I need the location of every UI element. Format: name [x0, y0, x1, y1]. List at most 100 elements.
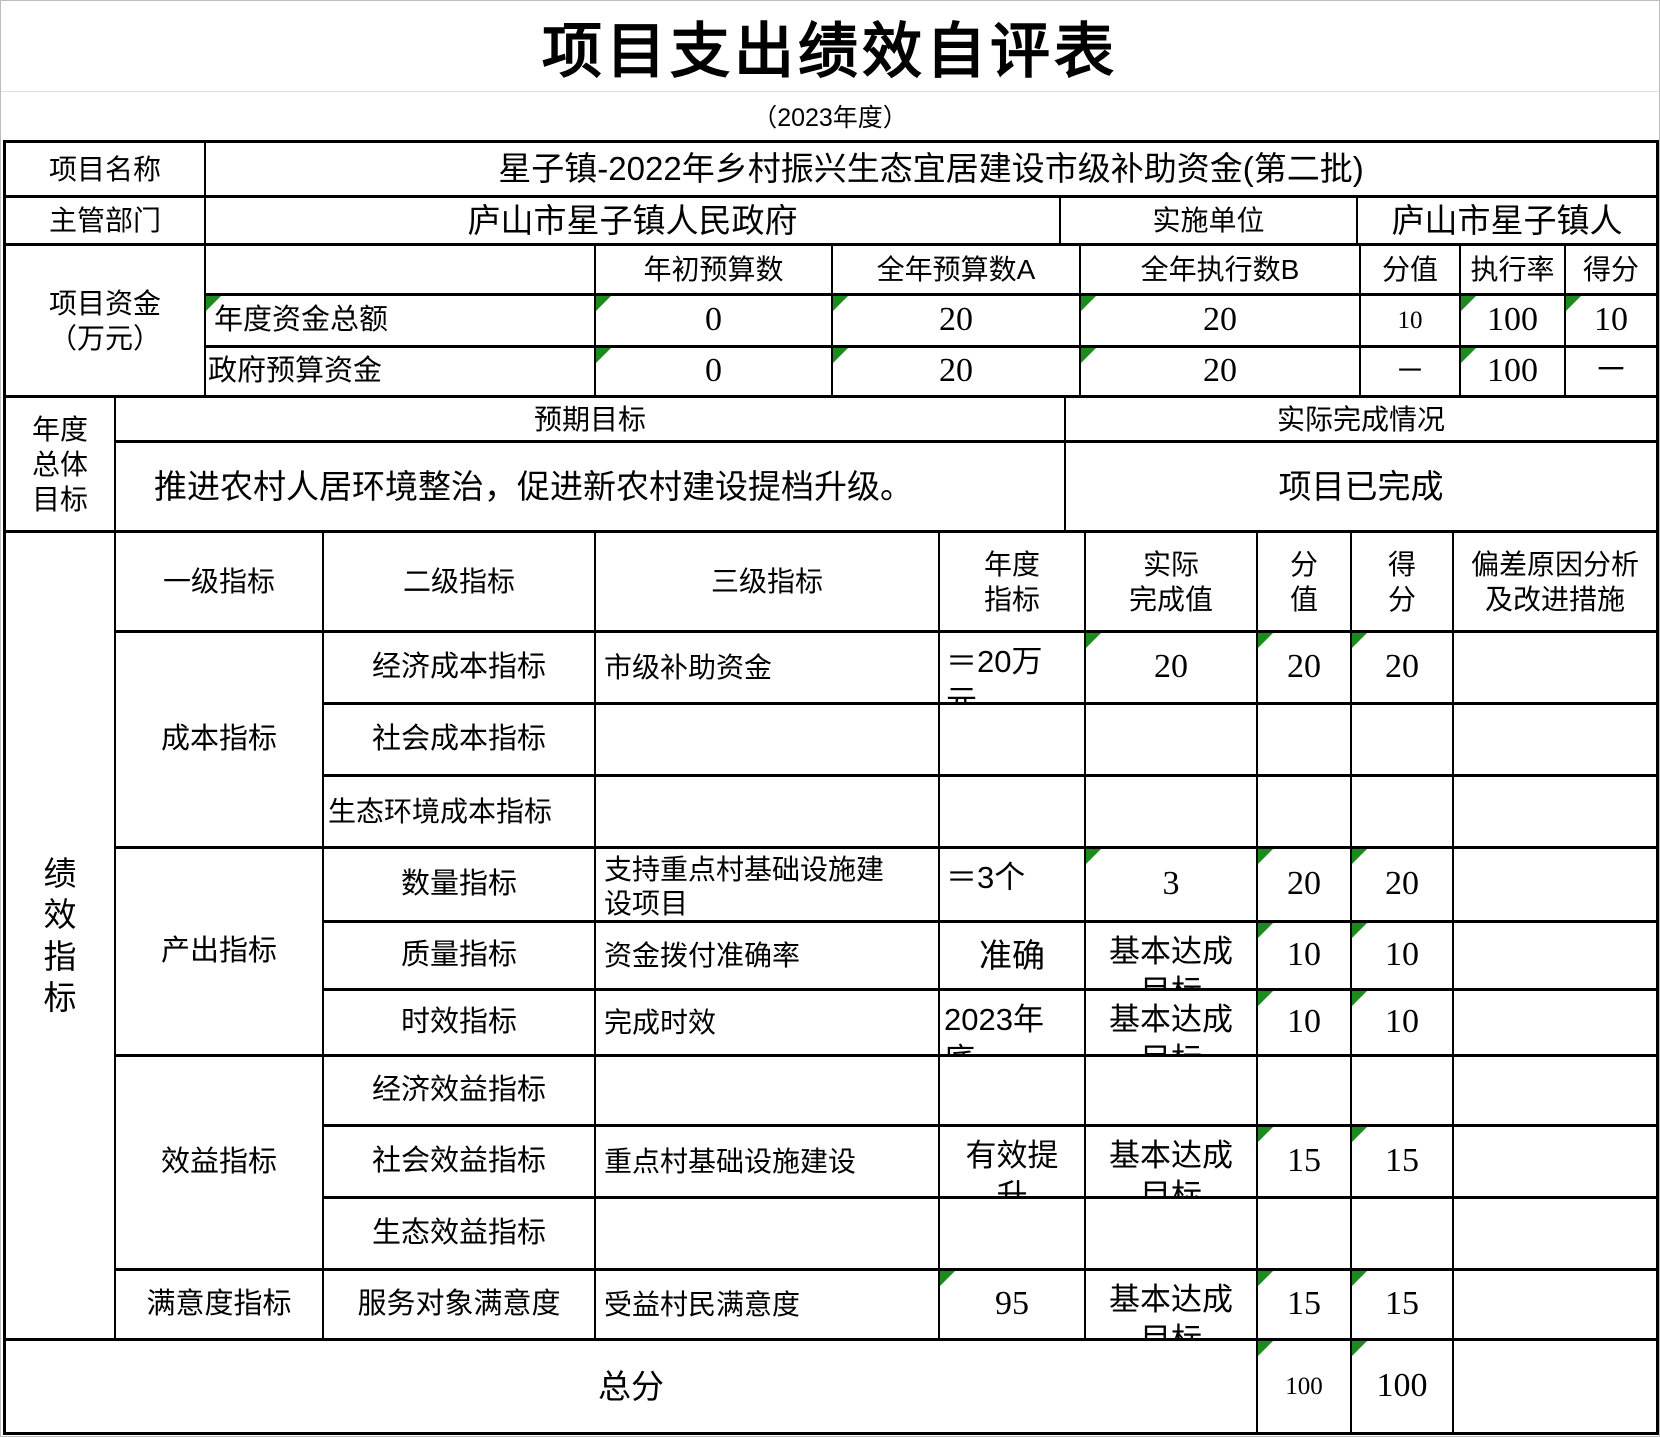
score-economic-benefit [1352, 1057, 1454, 1127]
points-economic-benefit [1258, 1057, 1352, 1127]
funds-row-gov-points: － [1361, 348, 1461, 398]
funds-row-total-initial: 0 [596, 296, 833, 348]
score-eco-benefit [1352, 1199, 1454, 1271]
l2-social-benefit: 社会效益指标 [324, 1127, 596, 1199]
funds-row-gov-rate: 100 [1461, 348, 1566, 398]
l1-satisfaction: 满意度指标 [116, 1271, 324, 1341]
funds-row-total-executed: 20 [1081, 296, 1361, 348]
funds-row-total-rate: 100 [1461, 296, 1566, 348]
l2-social-cost: 社会成本指标 [324, 705, 596, 777]
department-row: 主管部门 庐山市星子镇人民政府 实施单位 庐山市星子镇人 [6, 198, 1656, 246]
l3-eco-benefit [596, 1199, 940, 1271]
deviation-satisfaction [1454, 1271, 1656, 1341]
funds-row-total-score: 10 [1566, 296, 1656, 348]
l3-quantity: 支持重点村基础设施建 设项目 [596, 849, 940, 923]
funds-row-gov-executed: 20 [1081, 348, 1361, 398]
actual-eco-benefit [1086, 1199, 1258, 1271]
l3-economic-benefit [596, 1057, 940, 1127]
funds-header-executed: 全年执行数B [1081, 246, 1361, 296]
actual-completion-header: 实际完成情况 [1066, 398, 1656, 443]
department-value: 庐山市星子镇人民政府 [206, 198, 1061, 246]
deviation-eco-env-cost [1454, 777, 1656, 849]
funds-row-gov-label: 政府预算资金 [206, 348, 596, 398]
header-deviation: 偏差原因分析 及改进措施 [1454, 533, 1656, 633]
performance-label: 绩 效 指 标 [6, 533, 116, 1341]
score-satisfaction: 15 [1352, 1271, 1454, 1341]
header-actual: 实际 完成值 [1086, 533, 1258, 633]
funds-header-points: 分值 [1361, 246, 1461, 296]
score-timeliness: 10 [1352, 991, 1454, 1057]
deviation-social-benefit [1454, 1127, 1656, 1199]
expected-goal-text: 推进农村人居环境整治，促进新农村建设提档升级。 [116, 443, 1066, 533]
implementing-unit-label: 实施单位 [1061, 198, 1358, 246]
l3-villager-satisfaction: 受益村民满意度 [596, 1271, 940, 1341]
actual-completion-text: 项目已完成 [1066, 443, 1656, 533]
points-quality: 10 [1258, 923, 1352, 991]
funds-row-gov-initial: 0 [596, 348, 833, 398]
header-l3: 三级指标 [596, 533, 940, 633]
annual-social-cost [940, 705, 1086, 777]
l3-eco-env-cost [596, 777, 940, 849]
annual-quantity: ＝3个 [940, 849, 1086, 923]
deviation-social-cost [1454, 705, 1656, 777]
l1-cost: 成本指标 [116, 633, 324, 849]
total-row: 总分 100 100 [6, 1341, 1656, 1432]
points-satisfaction: 15 [1258, 1271, 1352, 1341]
actual-social-benefit: 基本达成 目标 [1086, 1127, 1258, 1199]
annual-eco-env-cost [940, 777, 1086, 849]
score-social-benefit: 15 [1352, 1127, 1454, 1199]
l3-economic-cost: 市级补助资金 [596, 633, 940, 705]
funds-blank-cell [206, 246, 596, 296]
department-label: 主管部门 [6, 198, 206, 246]
expected-goal-header: 预期目标 [116, 398, 1066, 443]
actual-satisfaction: 基本达成 目标 [1086, 1271, 1258, 1341]
score-quantity: 20 [1352, 849, 1454, 923]
funds-row-total-budget: 20 [833, 296, 1081, 348]
header-l1: 一级指标 [116, 533, 324, 633]
funds-header-initial: 年初预算数 [596, 246, 833, 296]
total-label: 总分 [6, 1341, 1258, 1432]
l2-service-satisfaction: 服务对象满意度 [324, 1271, 596, 1341]
annual-eco-benefit [940, 1199, 1086, 1271]
annual-satisfaction: 95 [940, 1271, 1086, 1341]
project-name-row: 项目名称 星子镇-2022年乡村振兴生态宜居建设市级补助资金(第二批) [6, 143, 1656, 198]
actual-economic-benefit [1086, 1057, 1258, 1127]
evaluation-table: 项目名称 星子镇-2022年乡村振兴生态宜居建设市级补助资金(第二批) 主管部门… [3, 140, 1659, 1435]
annual-quality: 准确 [940, 923, 1086, 991]
funds-row-total-points: 10 [1361, 296, 1461, 348]
score-eco-env-cost [1352, 777, 1454, 849]
l3-quality: 资金拨付准确率 [596, 923, 940, 991]
points-timeliness: 10 [1258, 991, 1352, 1057]
l2-eco-env-cost: 生态环境成本指标 [324, 777, 596, 849]
funds-row-total-label: 年度资金总额 [206, 296, 596, 348]
l1-output: 产出指标 [116, 849, 324, 1057]
implementing-unit-value: 庐山市星子镇人 [1358, 198, 1656, 246]
header-annual: 年度 指标 [940, 533, 1086, 633]
header-points: 分 值 [1258, 533, 1352, 633]
points-social-cost [1258, 705, 1352, 777]
l3-timeliness: 完成时效 [596, 991, 940, 1057]
total-score: 100 [1352, 1341, 1454, 1432]
l2-economic-cost: 经济成本指标 [324, 633, 596, 705]
header-l2: 二级指标 [324, 533, 596, 633]
annual-timeliness: 2023年 底 [940, 991, 1086, 1057]
points-social-benefit: 15 [1258, 1127, 1352, 1199]
deviation-economic-benefit [1454, 1057, 1656, 1127]
l3-social-cost [596, 705, 940, 777]
score-social-cost [1352, 705, 1454, 777]
points-eco-benefit [1258, 1199, 1352, 1271]
points-eco-env-cost [1258, 777, 1352, 849]
annual-goal-label: 年度 总体 目标 [6, 398, 116, 533]
funds-row-gov-budget: 20 [833, 348, 1081, 398]
funds-label: 项目资金 （万元） [6, 246, 206, 398]
project-name-value: 星子镇-2022年乡村振兴生态宜居建设市级补助资金(第二批) [206, 143, 1656, 198]
points-economic-cost: 20 [1258, 633, 1352, 705]
deviation-timeliness [1454, 991, 1656, 1057]
page-title: 项目支出绩效自评表 [1, 1, 1659, 92]
total-deviation [1454, 1341, 1656, 1432]
header-score: 得 分 [1352, 533, 1454, 633]
score-economic-cost: 20 [1352, 633, 1454, 705]
funds-section: 项目资金 （万元） 年初预算数 全年预算数A 全年执行数B 分值 执行率 得分 … [6, 246, 1656, 398]
deviation-economic-cost [1454, 633, 1656, 705]
